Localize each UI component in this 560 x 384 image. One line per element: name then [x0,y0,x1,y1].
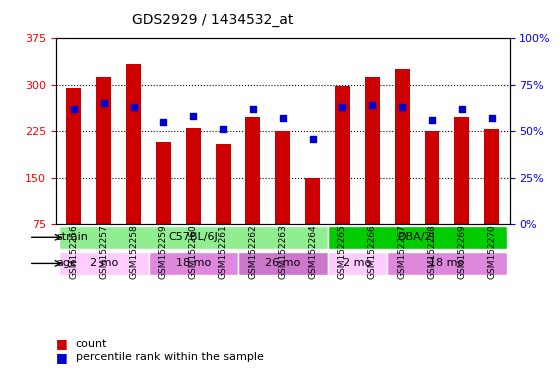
Bar [424,131,440,224]
Point [398,104,407,110]
Text: GSM152269: GSM152269 [458,224,466,279]
Bar [365,78,380,224]
Text: 18 mo: 18 mo [430,258,465,268]
FancyBboxPatch shape [59,225,328,249]
FancyBboxPatch shape [59,252,148,275]
Bar [156,142,171,224]
Bar [305,178,320,224]
Text: GSM152256: GSM152256 [69,224,78,279]
Bar [245,117,260,224]
Text: GSM152259: GSM152259 [159,224,168,279]
Text: count: count [76,339,107,349]
Point [129,104,138,110]
Point [99,100,108,106]
Text: DBA/2J: DBA/2J [398,232,436,242]
FancyBboxPatch shape [328,252,388,275]
Text: percentile rank within the sample: percentile rank within the sample [76,352,263,362]
Point [189,113,198,119]
FancyBboxPatch shape [388,252,507,275]
Point [427,117,436,123]
Point [368,102,377,108]
Text: GSM152270: GSM152270 [487,224,496,279]
Text: GSM152258: GSM152258 [129,224,138,279]
Point [338,104,347,110]
Text: GSM152261: GSM152261 [218,224,227,279]
Text: GSM152265: GSM152265 [338,224,347,279]
FancyBboxPatch shape [148,252,238,275]
Point [69,106,78,112]
Text: GSM152260: GSM152260 [189,224,198,279]
Text: 26 mo: 26 mo [265,258,300,268]
Text: 2 mo: 2 mo [90,258,118,268]
Point [159,119,168,125]
Point [278,115,287,121]
Text: GSM152266: GSM152266 [368,224,377,279]
Bar [67,88,81,224]
Bar [126,65,141,224]
Point [458,106,466,112]
Point [218,126,227,132]
Text: C57BL/6J: C57BL/6J [169,232,218,242]
Text: 18 mo: 18 mo [176,258,211,268]
Point [487,115,496,121]
Text: GDS2929 / 1434532_at: GDS2929 / 1434532_at [132,13,293,27]
Bar [186,128,200,224]
Bar [96,78,111,224]
Text: GSM152267: GSM152267 [398,224,407,279]
Bar [276,131,290,224]
Text: ■: ■ [56,337,68,350]
Text: GSM152268: GSM152268 [427,224,436,279]
Point [308,136,317,142]
Bar [216,144,231,224]
Text: 2 mo: 2 mo [343,258,371,268]
Text: GSM152263: GSM152263 [278,224,287,279]
Text: GSM152264: GSM152264 [308,224,317,279]
Bar [335,86,350,224]
Bar [484,129,499,224]
Text: ■: ■ [56,351,68,364]
FancyBboxPatch shape [328,225,507,249]
Text: GSM152257: GSM152257 [99,224,108,279]
Point [249,106,258,112]
FancyBboxPatch shape [238,252,328,275]
Text: age: age [57,258,77,268]
Bar [395,70,409,224]
Text: strain: strain [57,232,88,242]
Text: GSM152262: GSM152262 [249,224,258,279]
Bar [454,117,469,224]
